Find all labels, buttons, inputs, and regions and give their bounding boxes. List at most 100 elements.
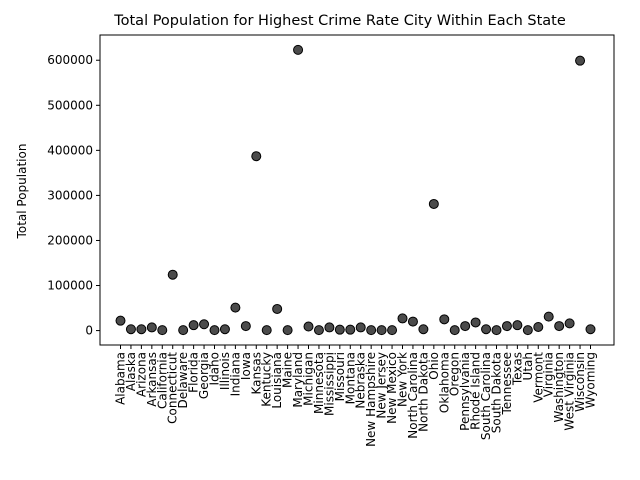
x-tick-label: Maryland [291, 352, 305, 408]
x-tick-label: Ohio [427, 352, 441, 380]
x-tick-label: Pennsylvania [458, 352, 472, 431]
x-tick-label: North Carolina [406, 352, 420, 439]
y-tick-label: 600000 [47, 53, 93, 67]
x-tick-label: Nebraska [354, 352, 368, 409]
data-point [564, 318, 575, 329]
data-point [324, 322, 335, 333]
x-tick-label: Rhode Island [469, 352, 483, 430]
x-tick-label: Idaho [208, 352, 222, 385]
data-point [240, 321, 251, 332]
x-tick-label: Arizona [134, 352, 148, 397]
x-tick-label: Connecticut [166, 352, 180, 424]
x-tick-label: California [155, 352, 169, 409]
data-point [157, 325, 168, 336]
x-tick-label: Wyoming [584, 352, 598, 408]
data-point [261, 325, 272, 336]
data-point [376, 325, 387, 336]
x-tick-label: Kansas [249, 352, 263, 394]
data-point [230, 302, 241, 313]
x-tick-label: Utah [521, 352, 535, 380]
data-point [355, 322, 366, 333]
y-tick-label: 100000 [47, 279, 93, 293]
x-tick-label: North Dakota [416, 352, 430, 432]
x-axis: AlabamaAlaskaArizonaArkansasCaliforniaCo… [114, 345, 598, 447]
x-tick-label: Florida [187, 352, 201, 393]
x-tick-label: Tennessee [500, 352, 514, 416]
x-tick-label: Virginia [542, 352, 556, 397]
x-tick-label: Oregon [448, 352, 462, 396]
data-point [125, 324, 136, 335]
x-tick-label: Wisconsin [573, 352, 587, 412]
data-point [313, 325, 324, 336]
data-point [470, 317, 481, 328]
x-tick-label: Kentucky [260, 352, 274, 407]
x-tick-label: New Jersey [375, 352, 389, 419]
data-point [387, 325, 398, 336]
chart-title: Total Population for Highest Crime Rate … [113, 13, 566, 29]
data-point [481, 324, 492, 335]
x-tick-label: Texas [510, 352, 524, 386]
data-point [146, 322, 157, 333]
x-tick-label: South Carolina [479, 352, 493, 440]
data-point [397, 313, 408, 324]
data-point [293, 44, 304, 55]
x-tick-label: Illinois [218, 352, 232, 390]
x-tick-label: Missouri [333, 352, 347, 401]
data-point [407, 316, 418, 327]
data-point [501, 321, 512, 332]
x-tick-label: South Dakota [490, 352, 504, 433]
y-tick-label: 400000 [47, 143, 93, 157]
data-point [439, 314, 450, 325]
data-point [428, 198, 439, 209]
data-point [460, 321, 471, 332]
data-point [199, 319, 210, 330]
data-point [491, 325, 502, 336]
data-point [449, 325, 460, 336]
data-point [543, 311, 554, 322]
data-point [334, 324, 345, 335]
data-point [585, 324, 596, 335]
y-tick-label: 300000 [47, 188, 93, 202]
data-point [533, 321, 544, 332]
y-axis-label: Total Population [15, 144, 29, 240]
x-tick-label: Arkansas [145, 352, 159, 407]
plot-frame [99, 34, 615, 346]
x-tick-label: Vermont [531, 352, 545, 403]
x-tick-label: Michigan [302, 352, 316, 406]
x-tick-label: New Hampshire [364, 352, 378, 447]
x-tick-label: Iowa [239, 352, 253, 380]
x-tick-label: Minnesota [312, 352, 326, 414]
y-tick-label: 500000 [47, 98, 93, 112]
x-tick-label: Alaska [124, 352, 138, 391]
data-point [136, 324, 147, 335]
x-tick-label: Montana [343, 352, 357, 404]
data-point [522, 325, 533, 336]
data-point [575, 55, 586, 66]
data-point [366, 325, 377, 336]
x-tick-label: New Mexico [385, 352, 399, 424]
x-tick-label: Oklahoma [437, 352, 451, 413]
data-point [178, 325, 189, 336]
x-tick-label: Alabama [114, 352, 128, 405]
x-tick-label: Georgia [197, 352, 211, 399]
data-point [418, 324, 429, 335]
data-point [251, 151, 262, 162]
x-tick-label: Maine [281, 352, 295, 388]
data-point [115, 315, 126, 326]
x-tick-label: Mississippi [322, 352, 336, 416]
x-tick-label: Louisiana [270, 352, 284, 409]
y-axis: 0 100000 200000 300000 400000 500000 600000 [47, 53, 100, 338]
data-point [345, 324, 356, 335]
x-tick-label: New York [396, 352, 410, 407]
x-tick-label: Washington [552, 352, 566, 423]
data-point [554, 321, 565, 332]
data-points [115, 44, 596, 336]
data-point [188, 320, 199, 331]
data-point [282, 325, 293, 336]
data-point [219, 324, 230, 335]
y-tick-label: 0 [85, 324, 93, 338]
data-point [167, 269, 178, 280]
x-tick-label: Indiana [228, 352, 242, 396]
data-point [209, 325, 220, 336]
